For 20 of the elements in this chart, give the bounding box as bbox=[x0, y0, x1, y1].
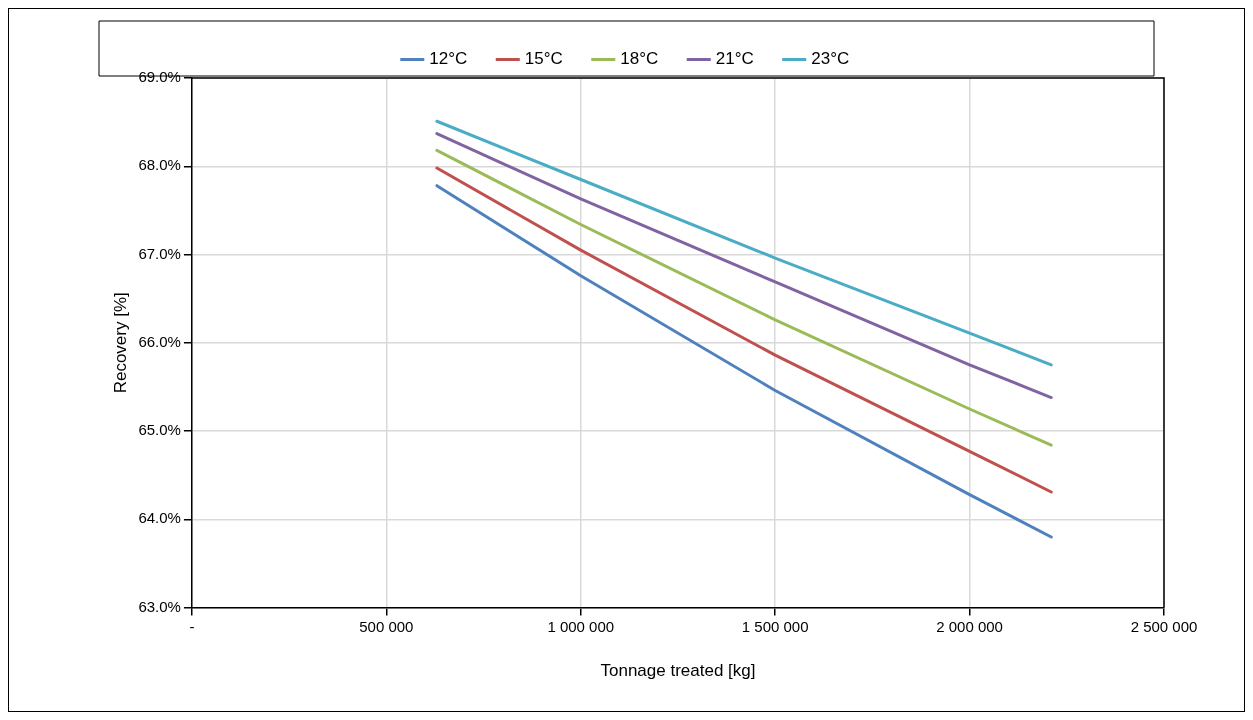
y-tick-label: 63.0% bbox=[138, 597, 181, 615]
y-axis-title: Recovery [%] bbox=[110, 292, 130, 394]
legend-label: 23°C bbox=[811, 49, 850, 69]
y-tick-label: 65.0% bbox=[138, 421, 181, 439]
legend-label: 18°C bbox=[620, 49, 659, 69]
x-tick-label: 500 000 bbox=[359, 617, 414, 635]
x-tick-label: 2 000 000 bbox=[936, 617, 1003, 635]
legend-label: 12°C bbox=[429, 49, 468, 69]
y-tick-label: 69.0% bbox=[138, 68, 181, 86]
y-tick-label: 64.0% bbox=[138, 509, 181, 527]
y-tick-label: 67.0% bbox=[138, 244, 181, 262]
x-tick-label: 1 500 000 bbox=[741, 617, 809, 635]
legend-label: 15°C bbox=[524, 49, 563, 69]
legend-label: 21°C bbox=[715, 49, 754, 69]
y-tick-label: 68.0% bbox=[138, 156, 181, 174]
x-tick-label: 1 000 000 bbox=[547, 617, 615, 635]
x-axis-title: Tonnage treated [kg] bbox=[600, 661, 756, 681]
x-tick-label: 2 500 000 bbox=[1130, 617, 1198, 635]
x-tick-label: - bbox=[189, 617, 195, 635]
y-tick-label: 66.0% bbox=[138, 332, 181, 350]
